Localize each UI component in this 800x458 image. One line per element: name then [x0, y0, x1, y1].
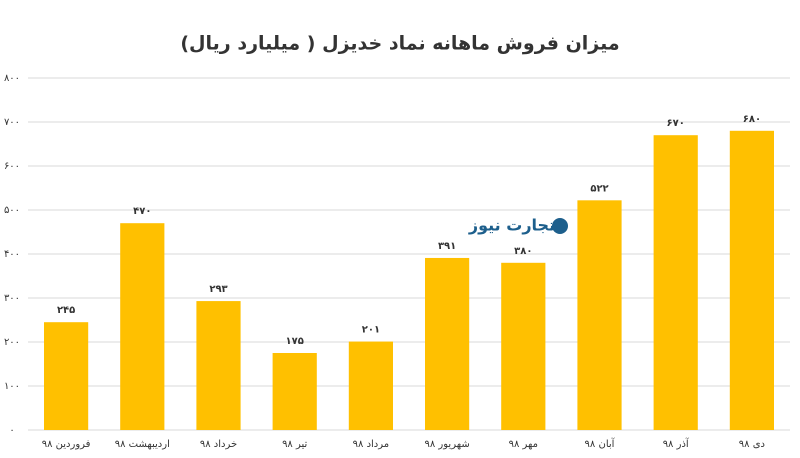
y-tick-label: ۴۰۰	[4, 249, 20, 260]
bar	[729, 130, 774, 431]
watermark-logo	[552, 218, 568, 234]
value-label: ۲۰۱	[362, 325, 380, 336]
value-label: ۵۲۲	[590, 183, 608, 194]
x-tick-label: شهریور ۹۸	[424, 439, 469, 450]
value-label: ۴۷۰	[133, 206, 151, 217]
y-tick-label: ۰	[9, 425, 14, 436]
value-label: ۱۷۵	[286, 336, 304, 347]
y-tick-label: ۶۰۰	[4, 161, 20, 172]
watermark: تجارت نیوز	[468, 216, 555, 235]
x-tick-label: فروردین ۹۸	[42, 439, 91, 450]
y-tick-label: ۱۰۰	[4, 381, 20, 392]
y-tick-label: ۲۰۰	[4, 337, 20, 348]
bar	[425, 257, 470, 430]
chart-title: میزان فروش ماهانه نماد خدیزل ( میلیارد ر…	[180, 33, 619, 55]
x-tick-label: تیر ۹۸	[282, 439, 307, 450]
bar	[120, 223, 165, 430]
x-tick-label: آبان ۹۸	[585, 437, 616, 450]
x-tick-label: اردیبهشت ۹۸	[115, 439, 170, 450]
value-label: ۲۴۵	[57, 305, 75, 316]
bar	[577, 200, 622, 430]
y-tick-label: ۷۰۰	[4, 117, 20, 128]
x-tick-label: خرداد ۹۸	[200, 439, 237, 450]
x-tick-label: مهر ۹۸	[509, 439, 538, 450]
bar	[501, 262, 546, 430]
value-label: ۲۹۳	[209, 284, 227, 295]
x-tick-label: دی ۹۸	[739, 439, 765, 450]
bar	[653, 135, 698, 430]
y-tick-label: ۳۰۰	[4, 293, 20, 304]
y-tick-label: ۵۰۰	[4, 205, 20, 216]
y-tick-label: ۸۰۰	[4, 73, 20, 84]
bar	[196, 301, 241, 430]
x-tick-label: مرداد ۹۸	[353, 439, 390, 450]
bar	[348, 341, 393, 430]
bar	[272, 353, 317, 430]
value-label: ۳۹۱	[438, 241, 456, 252]
value-label: ۳۸۰	[514, 246, 532, 257]
x-tick-label: آذر ۹۸	[663, 437, 690, 450]
bar	[44, 322, 89, 430]
value-label: ۶۸۰	[743, 114, 761, 125]
value-label: ۶۷۰	[667, 118, 685, 129]
